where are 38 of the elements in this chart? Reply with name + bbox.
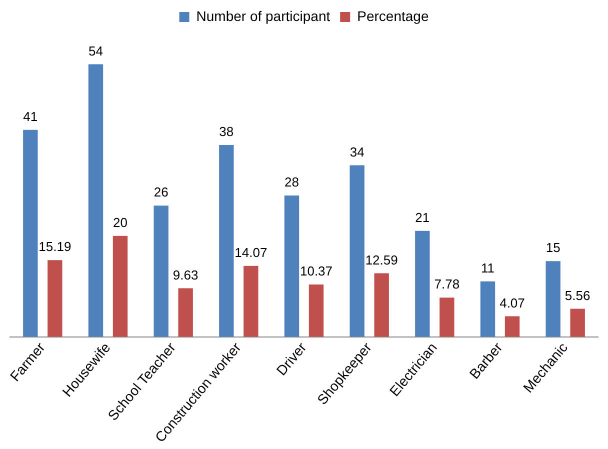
bar (570, 308, 585, 337)
data-label: 9.63 (172, 267, 198, 282)
data-label: 38 (219, 124, 234, 140)
data-label: 54 (88, 43, 103, 58)
data-label: 5.56 (564, 288, 590, 303)
bar (23, 130, 38, 337)
data-label: 34 (350, 144, 364, 160)
data-label: 11 (481, 260, 494, 276)
data-label: 4.07 (500, 295, 525, 310)
bar (546, 261, 560, 337)
bar (88, 64, 104, 337)
bar (112, 236, 128, 337)
bar (308, 284, 324, 337)
data-label: 20 (113, 214, 128, 230)
data-label: 10.37 (300, 264, 333, 279)
data-label: 26 (154, 184, 168, 200)
bar (440, 298, 454, 337)
bar (284, 196, 300, 337)
bar (415, 230, 430, 337)
bar (219, 145, 234, 337)
bar (504, 316, 520, 337)
legend-label: Percentage (357, 8, 429, 24)
bar (48, 260, 62, 337)
bar (350, 165, 364, 337)
data-label: 14.07 (234, 244, 268, 260)
data-label: 15 (546, 240, 560, 256)
bar (154, 206, 168, 337)
data-label: 7.78 (434, 276, 460, 292)
bar (244, 266, 258, 337)
data-label: 21 (415, 210, 430, 225)
legend-label: Number of participant (196, 8, 330, 24)
bar (374, 273, 389, 337)
bar (178, 288, 193, 337)
bar (480, 281, 496, 337)
data-label: 15.19 (38, 239, 72, 254)
data-label: 28 (284, 174, 299, 190)
data-label: 41 (23, 108, 38, 124)
data-label: 12.59 (365, 252, 398, 268)
